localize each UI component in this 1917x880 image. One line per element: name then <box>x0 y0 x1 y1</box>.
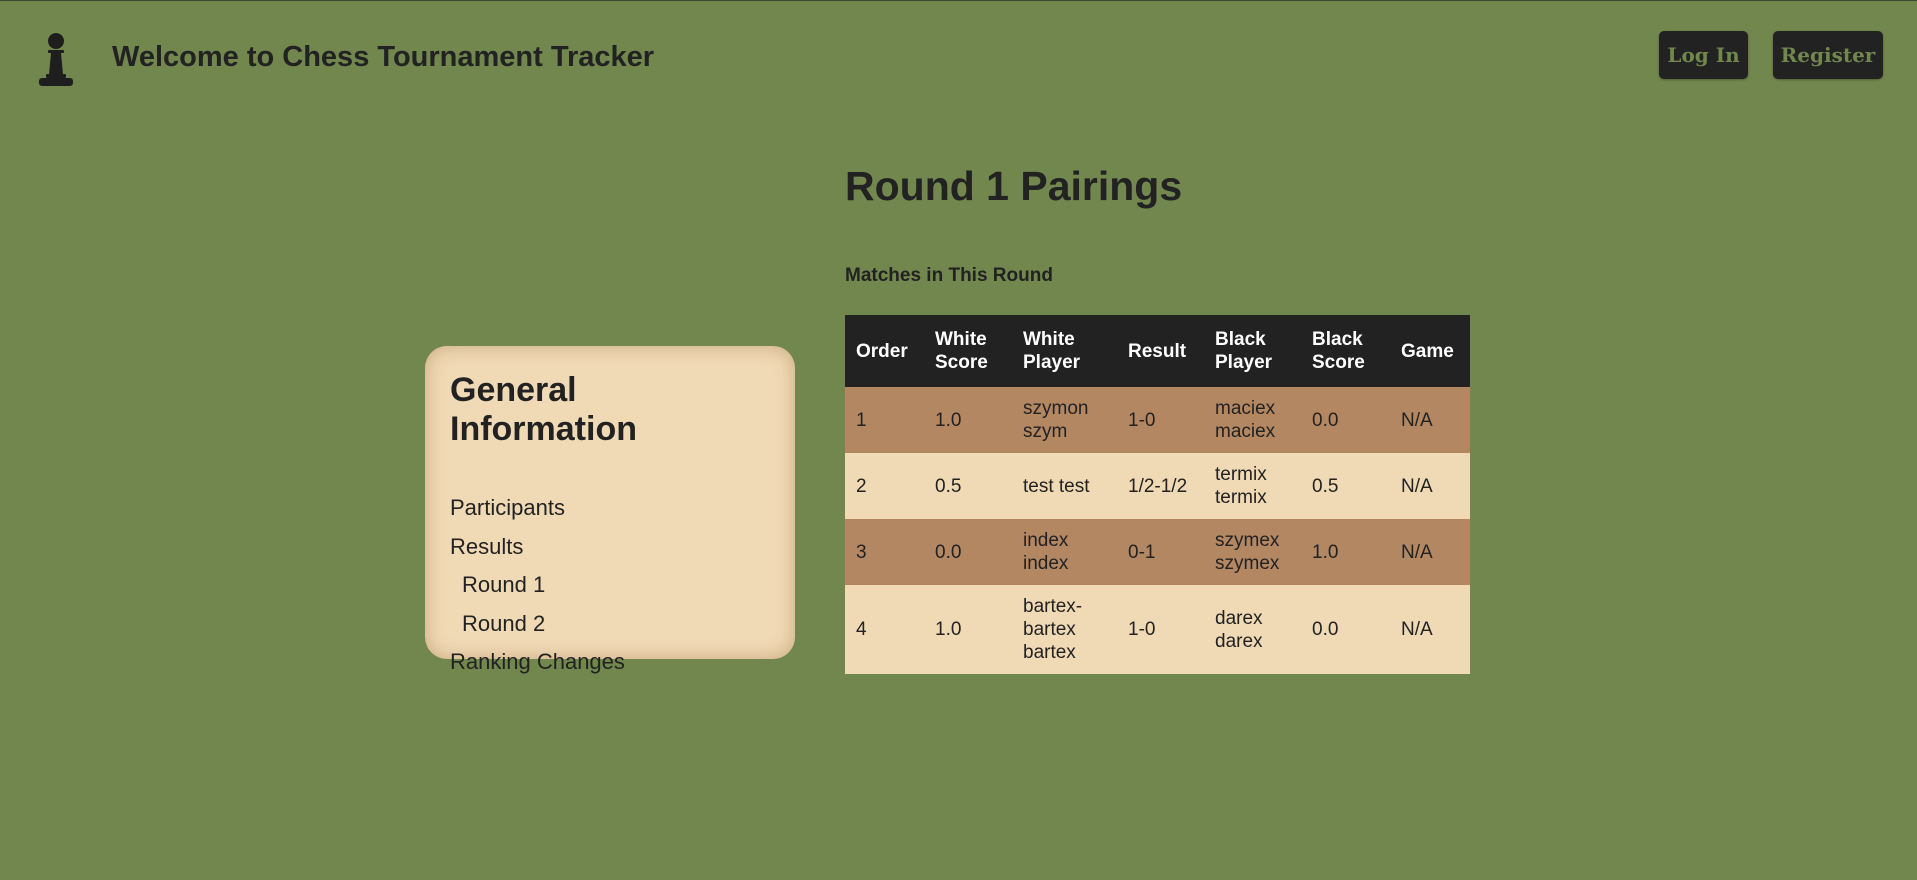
register-button[interactable]: Register <box>1773 31 1883 79</box>
sidebar-item-results[interactable]: Results <box>450 533 524 559</box>
page-title: Round 1 Pairings <box>845 163 1183 209</box>
cell-black-score: 0.5 <box>1301 453 1390 519</box>
column-header-black-player: Black Player <box>1204 315 1301 387</box>
pairings-table: Order White Score White Player Result Bl… <box>845 315 1470 674</box>
cell-game: N/A <box>1390 585 1470 674</box>
cell-result: 1-0 <box>1117 387 1204 453</box>
cell-white-player: index index <box>1012 519 1117 585</box>
login-button[interactable]: Log In <box>1659 31 1748 79</box>
cell-order: 4 <box>845 585 924 674</box>
table-row: 3 0.0 index index 0-1 szymex szymex 1.0 … <box>845 519 1470 585</box>
sidebar-item-round-2[interactable]: Round 2 <box>462 610 546 636</box>
cell-order: 3 <box>845 519 924 585</box>
cell-white-player: bartex-bartex bartex <box>1012 585 1117 674</box>
cell-game: N/A <box>1390 453 1470 519</box>
cell-order: 1 <box>845 387 924 453</box>
column-header-game: Game <box>1390 315 1470 387</box>
cell-black-score: 0.0 <box>1301 585 1390 674</box>
cell-white-player: test test <box>1012 453 1117 519</box>
cell-black-player: maciex maciex <box>1204 387 1301 453</box>
column-header-order: Order <box>845 315 924 387</box>
table-row: 1 1.0 szymon szym 1-0 maciex maciex 0.0 … <box>845 387 1470 453</box>
cell-game: N/A <box>1390 519 1470 585</box>
cell-white-player: szymon szym <box>1012 387 1117 453</box>
cell-white-score: 1.0 <box>924 585 1012 674</box>
column-header-white-player: White Player <box>1012 315 1117 387</box>
general-information-panel: General Information Participants Results… <box>425 346 795 674</box>
sidebar-item-round-1[interactable]: Round 1 <box>462 572 546 597</box>
cell-game: N/A <box>1390 387 1470 453</box>
table-row: 2 0.5 test test 1/2-1/2 termix termix 0.… <box>845 453 1470 519</box>
cell-white-score: 1.0 <box>924 387 1012 453</box>
section-subtitle: Matches in This Round <box>845 265 1053 286</box>
cell-white-score: 0.0 <box>924 519 1012 585</box>
cell-black-player: szymex szymex <box>1204 519 1301 585</box>
cell-order: 2 <box>845 453 924 519</box>
column-header-white-score: White Score <box>924 315 1012 387</box>
site-title: Welcome to Chess Tournament Tracker <box>112 41 655 73</box>
cell-result: 0-1 <box>1117 519 1204 585</box>
cell-white-score: 0.5 <box>924 453 1012 519</box>
table-header-row: Order White Score White Player Result Bl… <box>845 315 1470 387</box>
cell-result: 1-0 <box>1117 585 1204 674</box>
site-header: Welcome to Chess Tournament Tracker Log … <box>0 1 1917 111</box>
sidebar-item-participants[interactable]: Participants <box>450 495 565 520</box>
pawn-icon[interactable] <box>36 30 76 90</box>
cell-black-player: darex darex <box>1204 585 1301 674</box>
table-row: 4 1.0 bartex-bartex bartex 1-0 darex dar… <box>845 585 1470 674</box>
cell-result: 1/2-1/2 <box>1117 453 1204 519</box>
sidebar-item-ranking-changes[interactable]: Ranking Changes <box>450 649 625 674</box>
sidebar-title: General Information <box>450 371 637 448</box>
cell-black-player: termix termix <box>1204 453 1301 519</box>
cell-black-score: 0.0 <box>1301 387 1390 453</box>
column-header-result: Result <box>1117 315 1204 387</box>
column-header-black-score: Black Score <box>1301 315 1390 387</box>
cell-black-score: 1.0 <box>1301 519 1390 585</box>
